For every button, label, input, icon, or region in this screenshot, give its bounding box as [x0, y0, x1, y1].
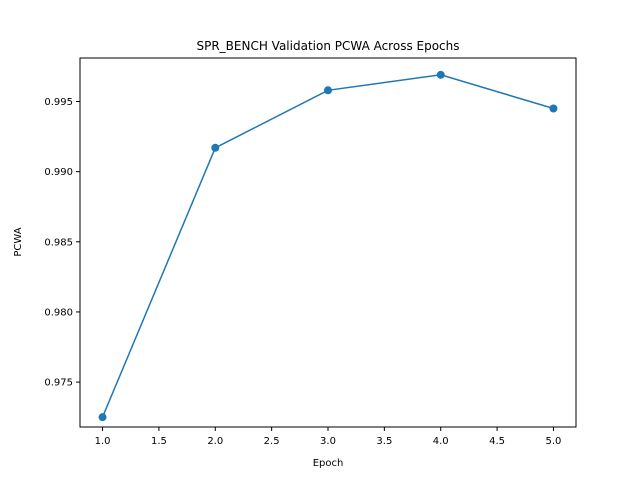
data-point [549, 104, 558, 113]
x-tick-label: 4.0 [433, 436, 449, 447]
y-tick-label: 0.990 [44, 167, 73, 178]
x-tick-label: 3.5 [376, 436, 392, 447]
y-axis: 0.975 0.980 0.985 0.990 0.995 [44, 97, 80, 389]
data-point [98, 413, 107, 422]
x-tick-label: 2.0 [207, 436, 223, 447]
y-tick-label: 0.995 [44, 97, 73, 108]
data-point [324, 86, 332, 95]
data-point [211, 143, 220, 152]
x-tick-label: 3.0 [320, 436, 336, 447]
x-tick-label: 4.5 [489, 436, 505, 447]
chart-title: SPR_BENCH Validation PCWA Across Epochs [196, 39, 459, 53]
x-tick-label: 1.5 [151, 436, 167, 447]
plot-content [98, 70, 558, 422]
y-tick-label: 0.980 [44, 307, 73, 318]
x-tick-label: 2.5 [264, 436, 280, 447]
x-tick-label: 1.0 [95, 436, 111, 447]
y-tick-label: 0.975 [44, 378, 73, 389]
x-tick-label: 5.0 [546, 436, 562, 447]
y-tick-label: 0.985 [44, 237, 73, 248]
x-axis: 1.0 1.5 2.0 2.5 3.0 3.5 4.0 4.5 5.0 [95, 427, 562, 447]
data-point [436, 70, 445, 79]
x-axis-label: Epoch [313, 458, 344, 469]
y-axis-label: PCWA [13, 227, 24, 256]
